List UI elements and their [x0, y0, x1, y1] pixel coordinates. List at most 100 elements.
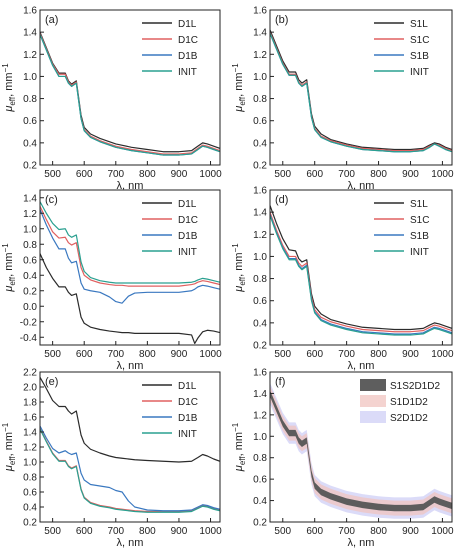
- y-tick-label: 0.4: [23, 138, 37, 149]
- y-axis-label: μeff, mm−1: [231, 422, 247, 472]
- x-tick-label: 1000: [431, 526, 454, 537]
- y-tick-label: 1.6: [23, 413, 37, 424]
- plot-frame: [39, 189, 221, 346]
- x-tick-label: 900: [402, 349, 419, 360]
- y-axis-label: μeff, mm−1: [1, 243, 17, 293]
- legend-label-init: INIT: [178, 67, 197, 78]
- y-tick-label: 1.4: [253, 28, 267, 39]
- x-tick-label: 900: [171, 349, 188, 360]
- plot-area: [270, 382, 452, 519]
- legend-label-d1l: D1L: [178, 381, 197, 392]
- x-tick-label: 1000: [199, 169, 222, 180]
- y-tick-label: 1.0: [23, 72, 37, 83]
- y-tick-label: 1.0: [253, 252, 267, 263]
- y-tick-label: 0.8: [23, 473, 37, 484]
- y-tick-label: 0.4: [253, 138, 267, 149]
- legend-label-d1c: D1C: [178, 215, 198, 226]
- legend-label-d1b: D1B: [178, 413, 198, 424]
- x-tick-label: 900: [402, 169, 419, 180]
- plot-frame: [269, 189, 453, 346]
- x-tick-label: 500: [44, 526, 61, 537]
- legend-swatch-s1d1d2: [360, 395, 386, 407]
- y-tick-label: 1.4: [253, 389, 267, 400]
- y-tick-label: 0.2: [253, 161, 267, 172]
- x-tick-label: 900: [171, 526, 188, 537]
- y-tick-label: 1.4: [253, 208, 267, 219]
- x-tick-label: 600: [306, 169, 323, 180]
- legend-label-d1l: D1L: [178, 199, 197, 210]
- x-tick-label: 700: [338, 526, 355, 537]
- legend-label-d1c: D1C: [178, 35, 198, 46]
- y-axis-label: μeff, mm−1: [1, 422, 17, 472]
- plot-area: [270, 205, 452, 336]
- panel-label: (a): [45, 14, 58, 26]
- x-tick-label: 900: [402, 526, 419, 537]
- series-line-s1c: [270, 31, 452, 152]
- panel-label: (f): [275, 376, 285, 388]
- legend-label-d1c: D1C: [178, 397, 198, 408]
- x-tick-label: 500: [44, 349, 61, 360]
- x-axis-label: λ, nm: [117, 360, 144, 372]
- y-tick-label: 0.4: [253, 496, 267, 507]
- y-tick-label: 2.2: [23, 368, 37, 379]
- x-tick-label: 600: [306, 349, 323, 360]
- panel-e: 500 600 700 800 900 1000 λ, nm 0.2 0.4 0.6 0.8 1.0 1…: [1, 368, 222, 550]
- y-tick-label: 1.2: [23, 50, 37, 61]
- x-tick-label: 800: [139, 526, 156, 537]
- plot-area: [40, 376, 220, 513]
- legend-label-init: INIT: [178, 247, 197, 258]
- panel-label: (e): [45, 376, 58, 388]
- series-line-s1l: [270, 205, 452, 331]
- x-tick-label: 800: [370, 349, 387, 360]
- series-line-d1c: [40, 33, 220, 155]
- y-tick-label: 0.8: [23, 94, 37, 105]
- series-line-init: [40, 428, 220, 513]
- x-tick-label: 700: [107, 526, 124, 537]
- y-tick-label: 0.8: [23, 240, 37, 251]
- x-axis-label: λ, nm: [348, 537, 375, 549]
- y-tick-label: 1.2: [23, 209, 37, 220]
- series-line-s1c: [270, 211, 452, 333]
- x-tick-label: 800: [370, 526, 387, 537]
- series-line-d1b: [40, 425, 220, 512]
- y-tick-label: 1.0: [23, 458, 37, 469]
- x-tick-label: 700: [338, 169, 355, 180]
- legend-label-d1l: D1L: [178, 19, 197, 30]
- y-tick-label: 1.6: [253, 186, 267, 197]
- y-axis-label: μeff, mm−1: [231, 243, 247, 293]
- y-tick-label: -0.2: [20, 317, 38, 328]
- y-tick-label: 1.4: [23, 193, 37, 204]
- plot-frame: [269, 9, 453, 166]
- y-tick-label: 1.4: [23, 28, 37, 39]
- y-tick-label: 0.8: [253, 453, 267, 464]
- panel-c: 500 600 700 800 900 1000 λ, nm -0.4 -0.2 0.0 0.2 0.…: [1, 189, 222, 372]
- x-tick-label: 1000: [431, 349, 454, 360]
- x-tick-label: 800: [370, 169, 387, 180]
- y-tick-label: -0.4: [20, 333, 38, 344]
- legend-label-init: INIT: [178, 429, 197, 440]
- series-line-init: [270, 33, 452, 153]
- y-tick-label: 0.2: [253, 518, 267, 529]
- legend-label-s1b: S1B: [410, 51, 429, 62]
- y-tick-label: 0.6: [253, 116, 267, 127]
- legend-label-d1b: D1B: [178, 51, 198, 62]
- y-axis-label: μeff, mm−1: [231, 63, 247, 113]
- x-tick-label: 500: [274, 526, 291, 537]
- y-tick-label: 0.2: [253, 341, 267, 352]
- x-tick-label: 500: [274, 169, 291, 180]
- x-axis-label: λ, nm: [348, 180, 375, 192]
- x-tick-label: 600: [76, 169, 93, 180]
- legend-label-init: INIT: [410, 247, 429, 258]
- x-tick-label: 500: [44, 169, 61, 180]
- series-line-s1l: [270, 29, 452, 151]
- y-tick-label: 1.2: [253, 230, 267, 241]
- series-line-d1l: [40, 31, 220, 153]
- y-tick-label: 0.8: [253, 94, 267, 105]
- y-tick-label: 2.0: [23, 383, 37, 394]
- x-tick-label: 800: [139, 169, 156, 180]
- y-tick-label: 1.2: [253, 410, 267, 421]
- y-tick-label: 0.6: [23, 488, 37, 499]
- legend-label-s1c: S1C: [410, 215, 429, 226]
- series-line-init: [270, 215, 452, 336]
